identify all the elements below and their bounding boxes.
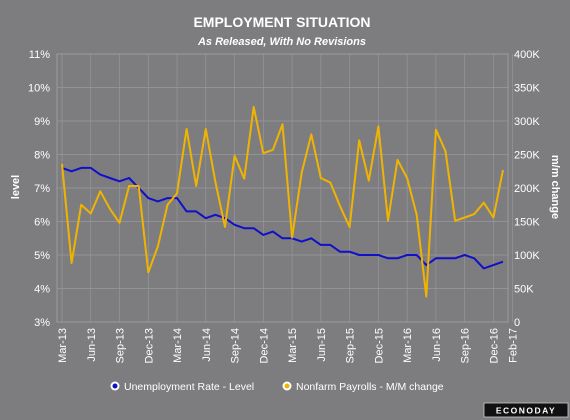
x-tick-label: Jun-16	[431, 328, 443, 362]
x-tick-label: Sep-15	[345, 328, 357, 363]
y-right-tick-label: 400K	[514, 49, 540, 61]
y-right-tick-label: 350K	[514, 83, 540, 95]
series-line-nonfarm-payrolls	[61, 105, 504, 298]
legend-marker-payrolls-dot	[284, 383, 290, 389]
y-axis-left: 3% 4% 5% 6% 7% 8% 9% 10% 11%	[28, 49, 50, 329]
y-right-tick-label: 100K	[514, 250, 540, 262]
x-tick-label: Feb-17	[508, 328, 520, 363]
y-left-tick-label: 7%	[34, 183, 50, 195]
x-tick-label: Dec-14	[258, 328, 270, 363]
x-tick-label: Jun-13	[86, 328, 98, 362]
y-axis-right: 0 50K 100K 150K 200K 250K 300K 350K 400K	[514, 49, 540, 329]
chart-title: EMPLOYMENT SITUATION	[193, 14, 370, 30]
brand-logo: ECONODAY	[483, 402, 569, 418]
x-tick-label: Mar-15	[287, 328, 299, 363]
y-left-tick-label: 9%	[34, 116, 50, 128]
y-left-tick-label: 5%	[34, 250, 50, 262]
y-right-tick-label: 0	[514, 317, 520, 329]
y-right-tick-label: 300K	[514, 116, 540, 128]
x-axis: Mar-13 Jun-13 Sep-13 Dec-13 Mar-14 Jun-14 Sep-…	[57, 328, 520, 363]
y-left-tick-label: 11%	[29, 49, 50, 61]
x-tick-label: Dec-13	[143, 328, 155, 363]
series-layer	[61, 105, 504, 298]
y-left-tick-label: 3%	[34, 317, 50, 329]
y-left-tick-label: 6%	[34, 217, 50, 229]
legend-label-payrolls: Nonfarm Payrolls - M/M change	[296, 381, 444, 393]
x-tick-label: Jun-15	[316, 328, 328, 362]
y-right-tick-label: 50K	[514, 284, 534, 296]
series-line-unemployment-rate	[61, 166, 504, 270]
x-tick-label: Jun-14	[201, 328, 213, 362]
y-right-tick-label: 200K	[514, 183, 540, 195]
x-tick-label: Mar-16	[402, 328, 414, 363]
legend-label-unemployment: Unemployment Rate - Level	[124, 381, 254, 393]
x-tick-label: Sep-13	[115, 328, 127, 363]
x-tick-label: Sep-14	[230, 328, 242, 363]
legend-marker-unemployment-dot	[112, 383, 118, 389]
x-tick-label: Dec-16	[488, 328, 500, 363]
chart-subtitle: As Released, With No Revisions	[197, 36, 366, 48]
x-tick-label: Mar-13	[57, 328, 69, 363]
y-left-tick-label: 10%	[28, 83, 50, 95]
grid	[56, 53, 513, 323]
legend: Unemployment Rate - Level Nonfarm Payrol…	[110, 381, 444, 393]
brand-text: ECONODAY	[496, 406, 556, 416]
y-right-tick-label: 250K	[514, 150, 540, 162]
y-right-tick-label: 150K	[514, 217, 540, 229]
y-left-tick-label: 8%	[34, 150, 50, 162]
y-axis-right-label: m/m change	[549, 155, 561, 219]
y-axis-left-label: level	[10, 175, 22, 199]
x-tick-label: Mar-14	[172, 328, 184, 363]
x-tick-label: Dec-15	[373, 328, 385, 363]
y-left-tick-label: 4%	[34, 284, 50, 296]
x-tick-label: Sep-16	[460, 328, 472, 363]
